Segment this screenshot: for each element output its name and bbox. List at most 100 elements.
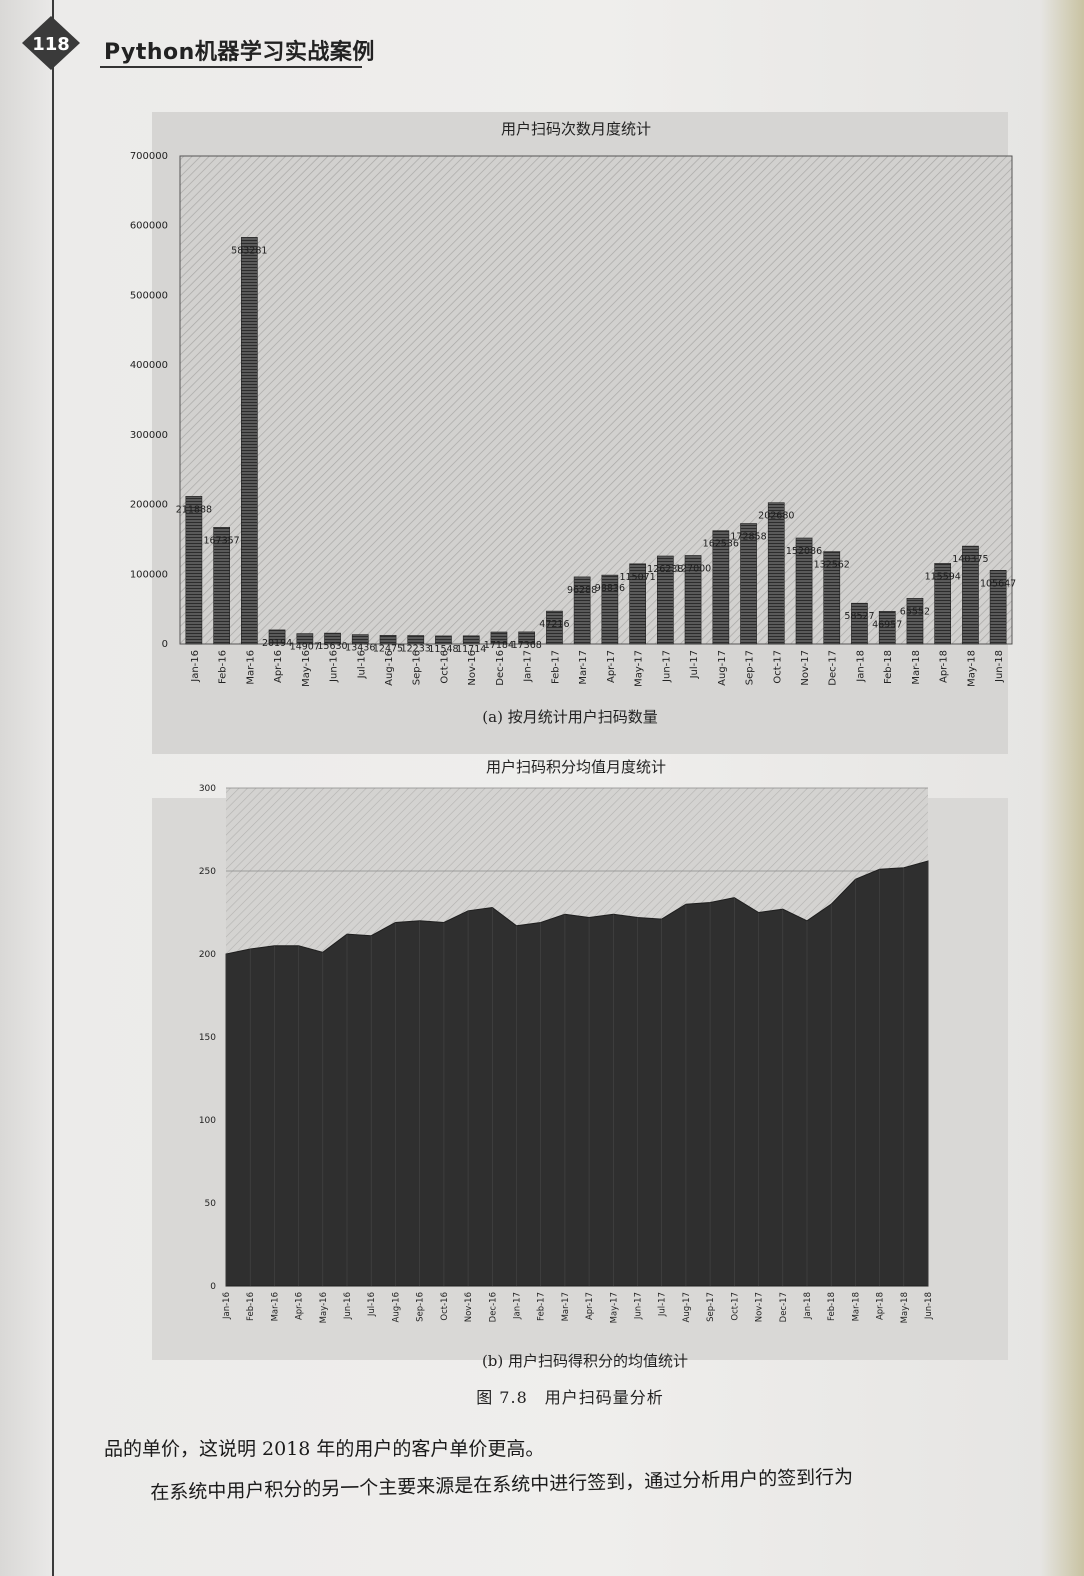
chart-b-xtick-label: Jul-17 bbox=[658, 1292, 668, 1317]
chart-a-xtick-label: May-17 bbox=[634, 650, 645, 687]
page-number-badge: 118 bbox=[22, 16, 80, 70]
bar-Sep-16 bbox=[407, 635, 425, 645]
bar-value-label: 211888 bbox=[176, 504, 212, 515]
chart-a-xtick-label: Jan-17 bbox=[523, 650, 534, 683]
bar-Aug-16 bbox=[379, 634, 397, 645]
bar-value-label: 65552 bbox=[900, 606, 930, 617]
chart-b-ytick-label: 150 bbox=[199, 1033, 216, 1043]
bar-value-label: 11714 bbox=[456, 644, 486, 655]
bar-Jul-16 bbox=[351, 634, 369, 645]
book-title: Python机器学习实战案例 bbox=[104, 40, 375, 65]
chart-a-xtick-label: Mar-17 bbox=[578, 650, 589, 685]
bar-value-label: 20194 bbox=[262, 638, 292, 649]
chart-a-xtick-label: Apr-16 bbox=[273, 650, 284, 683]
bar-Jun-17 bbox=[656, 555, 674, 645]
chart-b-xtick-label: Jun-17 bbox=[634, 1292, 644, 1320]
bar-value-label: 15630 bbox=[317, 641, 347, 652]
bar-value-label: 105647 bbox=[980, 578, 1016, 589]
bar-Jun-18 bbox=[989, 569, 1007, 645]
chart-b-xtick-label: Jan-17 bbox=[513, 1292, 523, 1320]
chart-b-ytick-label: 0 bbox=[210, 1282, 216, 1292]
chart-a-ytick-label: 200000 bbox=[130, 500, 168, 511]
bar-value-label: 17184 bbox=[484, 640, 514, 651]
chart-b-xtick-label: Feb-16 bbox=[246, 1292, 256, 1321]
chart-b-xtick-label: May-17 bbox=[609, 1292, 619, 1323]
bar-value-label: 11548 bbox=[428, 644, 458, 655]
chart-b-xtick-label: Apr-16 bbox=[295, 1292, 305, 1320]
bar-Jan-16 bbox=[185, 495, 203, 645]
bar-Jan-18 bbox=[851, 602, 868, 645]
chart-b-xtick-label: Jan-18 bbox=[803, 1292, 813, 1320]
chart-b-xtick-label: Apr-17 bbox=[585, 1292, 595, 1320]
chart-a-xtick-label: Jun-17 bbox=[661, 650, 672, 683]
chart-b-xtick-label: Mar-17 bbox=[561, 1292, 571, 1321]
chart-b-xtick-label: Feb-17 bbox=[537, 1292, 547, 1321]
bar-value-label: 12475 bbox=[373, 643, 403, 654]
bar-Mar-18 bbox=[906, 597, 924, 645]
bar-value-label: 96288 bbox=[567, 585, 597, 596]
chart-a-ytick-label: 0 bbox=[162, 639, 168, 650]
bar-value-label: 172858 bbox=[730, 532, 766, 543]
chart-b-ytick-label: 250 bbox=[199, 867, 216, 877]
bar-Jul-17 bbox=[684, 555, 702, 645]
chart-a-xtick-label: Jan-16 bbox=[190, 650, 201, 683]
chart-b-xtick-label: Dec-17 bbox=[779, 1292, 789, 1322]
bar-value-label: 58527 bbox=[844, 611, 874, 622]
chart-a-xtick-label: Sep-16 bbox=[412, 650, 423, 685]
bar-value-label: 13436 bbox=[345, 643, 375, 654]
chart-b-ytick-label: 200 bbox=[199, 950, 216, 960]
chart-b-xtick-label: Mar-18 bbox=[851, 1292, 861, 1321]
chart-scan-count-monthly: 用户扫码次数月度统计 0 100000 200000 300000 400000 50000… bbox=[130, 112, 1016, 754]
chart-b-xtick-label: Aug-16 bbox=[391, 1292, 401, 1322]
bar-value-label: 115071 bbox=[619, 572, 655, 583]
chart-b-xtick-label: Apr-18 bbox=[876, 1292, 886, 1320]
bar-May-16 bbox=[296, 633, 314, 645]
bar-Jan-17 bbox=[518, 631, 535, 645]
chart-b-xtick-label: Jan-16 bbox=[222, 1292, 232, 1320]
chart-a-xtick-label: Apr-17 bbox=[606, 650, 617, 683]
chart-b-xtick-label: Dec-16 bbox=[488, 1292, 498, 1322]
chart-b-xtick-label: Jun-16 bbox=[343, 1292, 353, 1320]
chart-a-xtick-label: Jan-18 bbox=[856, 650, 867, 683]
chart-a-xtick-label: Aug-16 bbox=[384, 650, 395, 686]
chart-b-xtick-label: May-18 bbox=[900, 1292, 910, 1323]
chart-a-xtick-label: Feb-17 bbox=[550, 650, 561, 684]
chart-a-xtick-label: Mar-18 bbox=[911, 650, 922, 685]
page-number: 118 bbox=[32, 34, 70, 55]
bar-value-label: 132562 bbox=[814, 560, 850, 571]
bar-Apr-18 bbox=[934, 563, 951, 645]
chart-a-ytick-label: 700000 bbox=[130, 151, 168, 162]
bar-value-label: 12233 bbox=[401, 644, 431, 655]
chart-b-ytick-label: 300 bbox=[199, 784, 216, 794]
chart-b-ytick-label: 100 bbox=[199, 1116, 216, 1126]
chart-a-xtick-label: Oct-17 bbox=[772, 650, 783, 684]
bar-Oct-16 bbox=[435, 635, 452, 645]
bar-Apr-16 bbox=[268, 629, 286, 645]
chart-a-subcaption: (a) 按月统计用户扫码数量 bbox=[482, 708, 658, 726]
chart-a-title: 用户扫码次数月度统计 bbox=[501, 120, 651, 138]
body-paragraph-1: 品的单价，这说明 2018 年的用户的客户单价更高。 bbox=[104, 1438, 545, 1460]
bar-value-label: 202680 bbox=[758, 511, 794, 522]
chart-b-title: 用户扫码积分均值月度统计 bbox=[486, 758, 666, 776]
bar-Dec-16 bbox=[490, 631, 508, 645]
bar-value-label: 583281 bbox=[231, 245, 267, 256]
bar-value-label: 127000 bbox=[675, 564, 711, 575]
chart-b-subcaption: (b) 用户扫码得积分的均值统计 bbox=[481, 1352, 689, 1370]
bar-Feb-17 bbox=[546, 610, 563, 645]
chart-scan-points-average: 用户扫码积分均值月度统计 0 50 100 150 200 250 300 Jan-16 Feb-… bbox=[152, 758, 1008, 1360]
chart-b-xtick-label: Mar-16 bbox=[270, 1292, 280, 1321]
chart-b-xtick-label: Nov-17 bbox=[755, 1292, 765, 1322]
chart-b-xtick-label: Jul-16 bbox=[367, 1292, 377, 1317]
chart-b-xtick-label: Jun-18 bbox=[924, 1292, 934, 1320]
chart-a-xtick-label: Jun-18 bbox=[994, 650, 1005, 683]
figure-caption: 图 7.8 用户扫码量分析 bbox=[476, 1388, 664, 1407]
bar-value-label: 126238 bbox=[647, 564, 683, 575]
chart-b-ytick-label: 50 bbox=[205, 1199, 217, 1209]
bar-value-label: 14907 bbox=[290, 642, 320, 653]
bar-Oct-17 bbox=[767, 502, 785, 645]
chart-b-xtick-label: May-16 bbox=[319, 1292, 329, 1323]
chart-a-xtick-label: Feb-18 bbox=[883, 650, 894, 684]
bar-Dec-17 bbox=[823, 551, 841, 645]
chart-b-xtick-label: Sep-16 bbox=[416, 1292, 426, 1322]
chart-a-xtick-label: Jul-16 bbox=[356, 650, 367, 679]
